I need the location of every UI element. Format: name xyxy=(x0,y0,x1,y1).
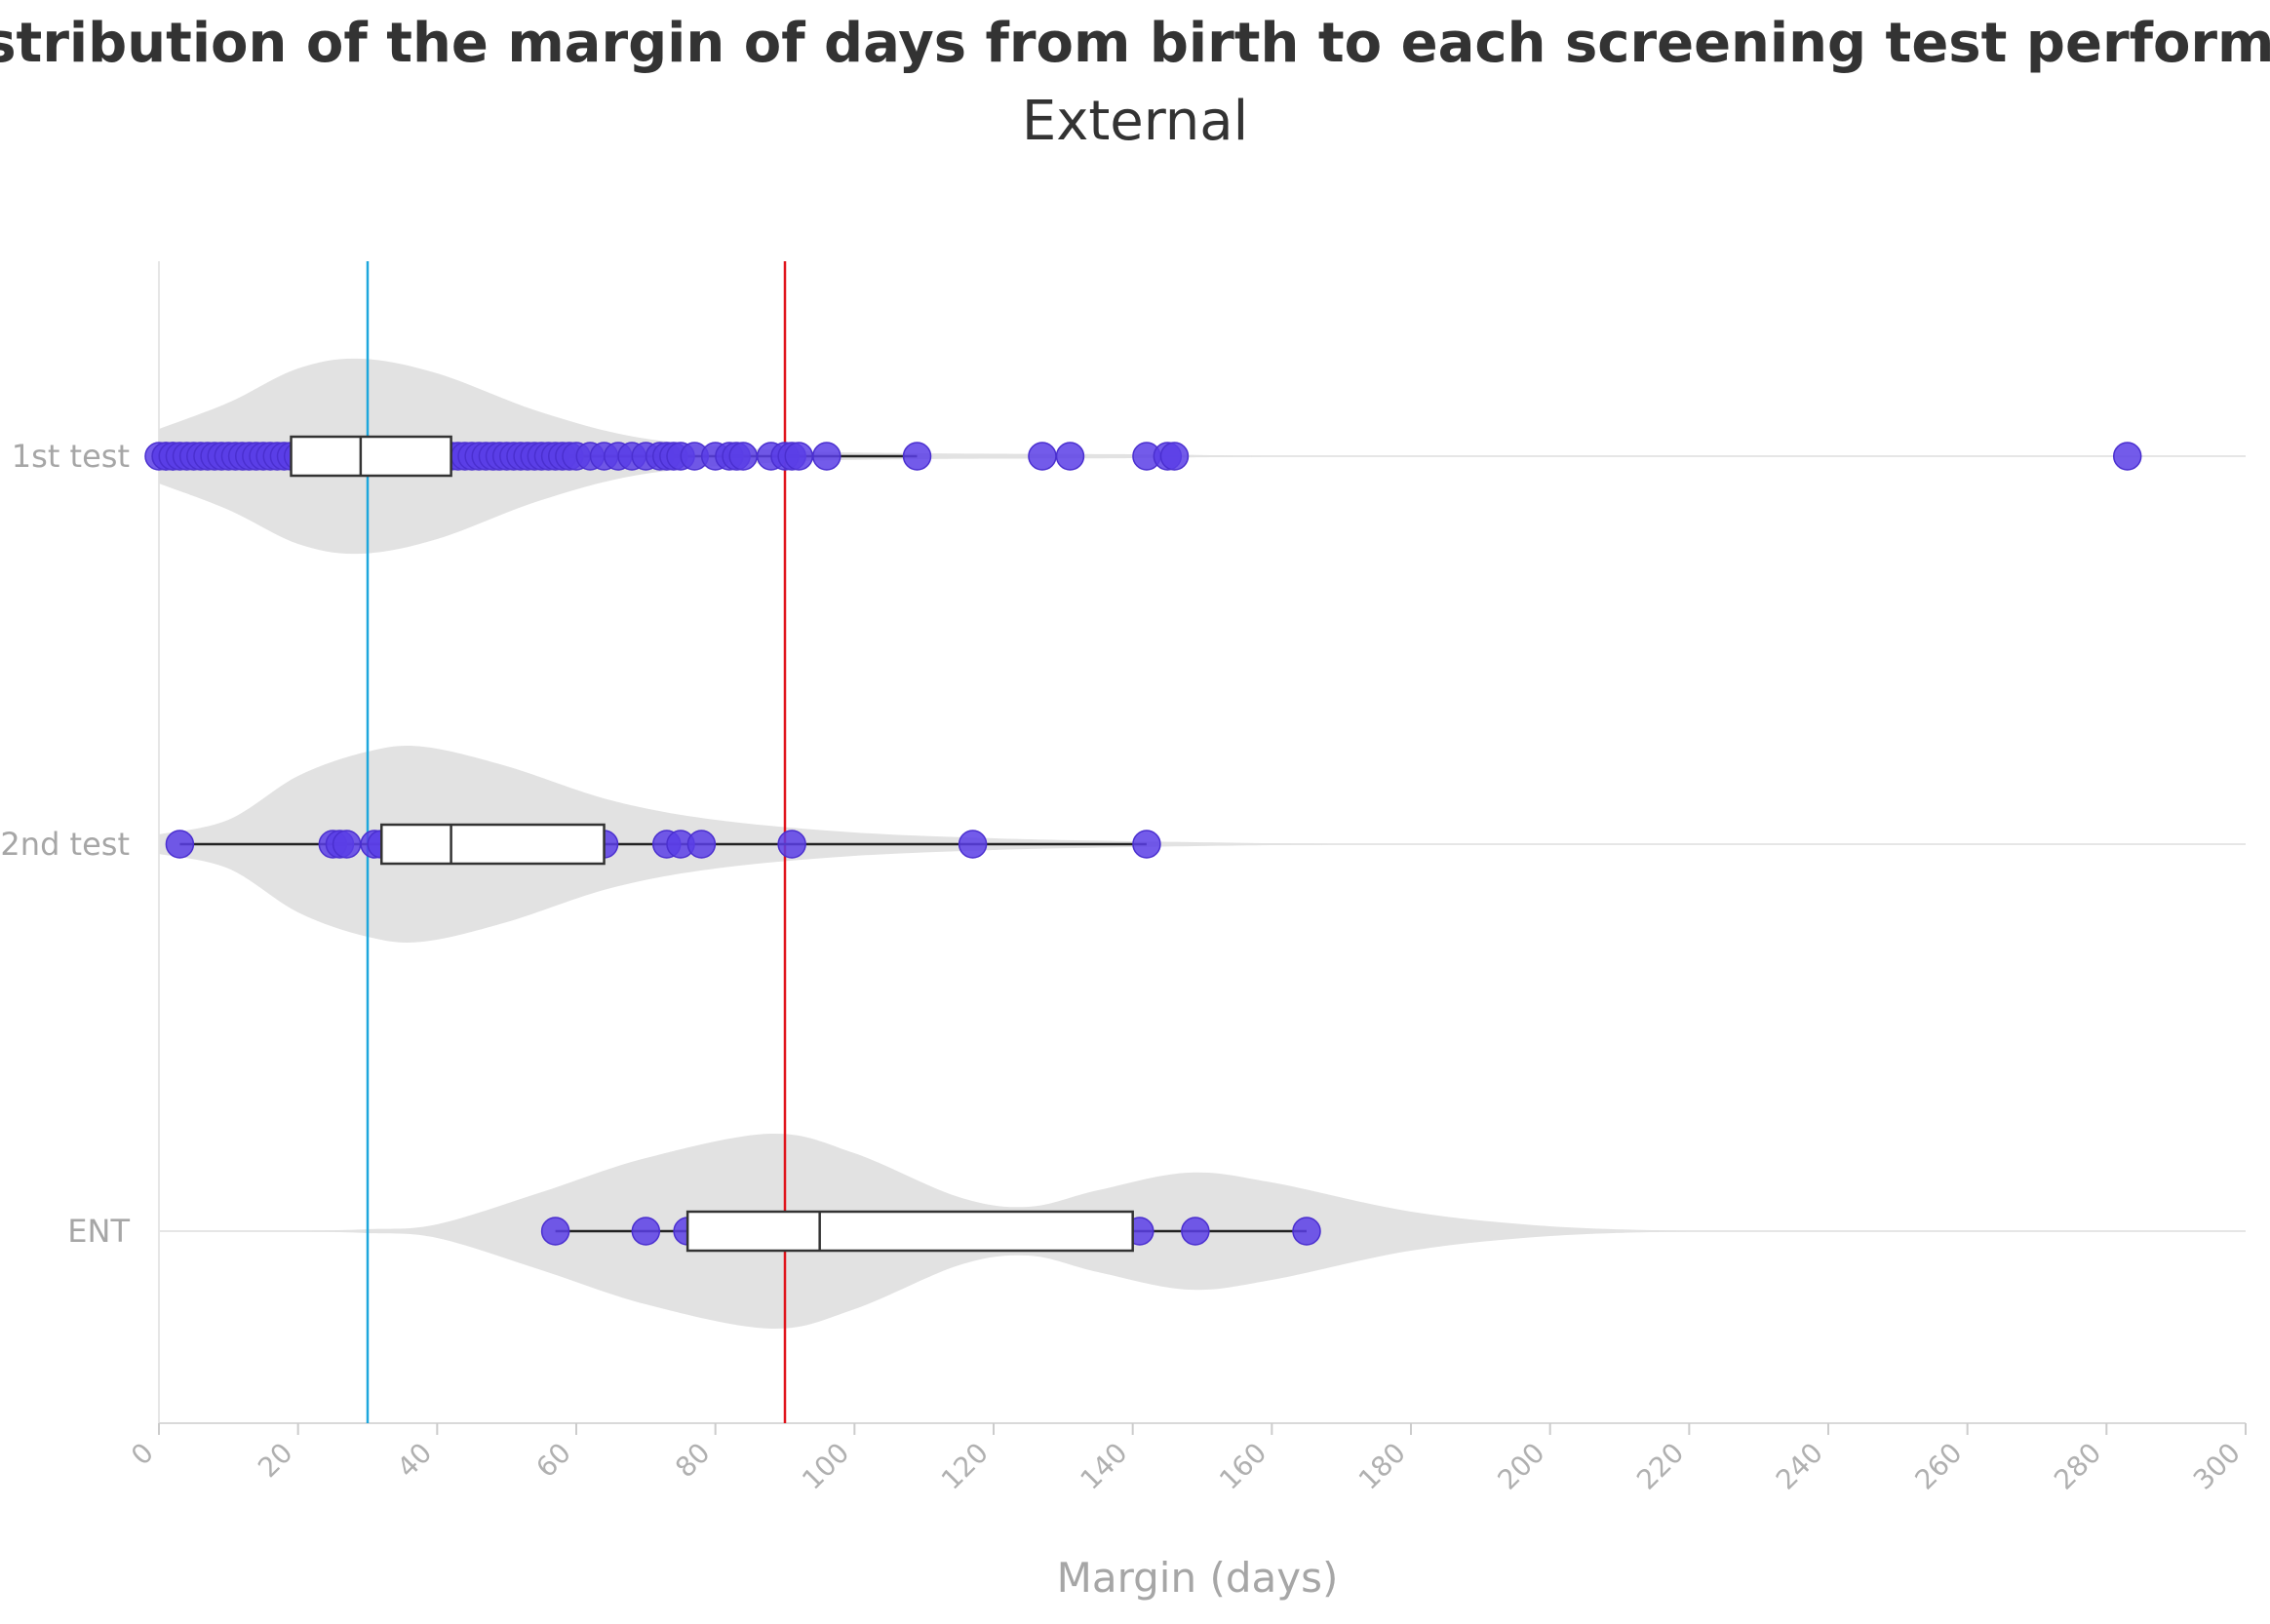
data-point-ent xyxy=(540,1217,570,1246)
plot-area: 0 20 40 60 80 100 120 140 160 180 200 220 240 260 280 3… xyxy=(0,261,2247,1496)
x-axis-label: Margin (days) xyxy=(1057,1554,1339,1602)
x-tick-label: 300 xyxy=(2187,1437,2247,1496)
y-tick-label-2nd-test: 2nd test xyxy=(0,826,130,863)
box-1st-test xyxy=(290,435,452,478)
data-point-1st-test xyxy=(1028,442,1057,471)
x-tick-label: 160 xyxy=(1213,1437,1272,1496)
data-point-1st-test xyxy=(902,442,932,471)
data-point-2nd-test xyxy=(165,830,195,859)
chart-title: Distribution of the margin of days from … xyxy=(0,12,2270,75)
data-point-ent xyxy=(1181,1217,1210,1246)
data-point-2nd-test xyxy=(777,830,806,859)
data-point-1st-test xyxy=(728,442,758,471)
data-point-1st-test xyxy=(1055,442,1085,471)
x-tick-label: 200 xyxy=(1491,1437,1550,1496)
data-point-2nd-test xyxy=(686,830,717,859)
x-tick-label: 220 xyxy=(1630,1437,1690,1496)
box-ent xyxy=(685,1210,1134,1253)
data-point-1st-test xyxy=(1159,442,1190,471)
data-point-2nd-test xyxy=(1132,830,1161,859)
x-tick-label: 60 xyxy=(529,1437,577,1485)
data-point-2nd-test xyxy=(958,830,988,859)
x-tick-label: 20 xyxy=(252,1437,299,1485)
x-tick-label: 100 xyxy=(796,1437,855,1496)
x-tick-label: 140 xyxy=(1074,1437,1133,1496)
x-tick-label: 260 xyxy=(1908,1437,1968,1496)
y-tick-label-1st-test: 1st test xyxy=(12,438,130,475)
box-2nd-test xyxy=(380,823,606,866)
x-tick-label: 180 xyxy=(1352,1437,1412,1496)
data-point-1st-test xyxy=(784,442,814,471)
x-tick-label: 40 xyxy=(391,1437,439,1485)
x-tick-label: 120 xyxy=(935,1437,995,1496)
data-point-1st-test xyxy=(2112,442,2142,471)
data-point-ent xyxy=(631,1217,661,1246)
data-point-1st-test xyxy=(812,442,841,471)
x-tick-label: 240 xyxy=(1770,1437,1829,1496)
x-tick-label: 80 xyxy=(669,1437,717,1485)
x-tick-label: 0 xyxy=(125,1437,160,1472)
y-tick-label-ent: ENT xyxy=(67,1213,130,1250)
x-tick-label: 280 xyxy=(2048,1437,2107,1496)
data-point-2nd-test xyxy=(332,830,362,859)
chart-subtitle: External xyxy=(1022,90,1248,153)
data-point-ent xyxy=(1292,1217,1321,1246)
